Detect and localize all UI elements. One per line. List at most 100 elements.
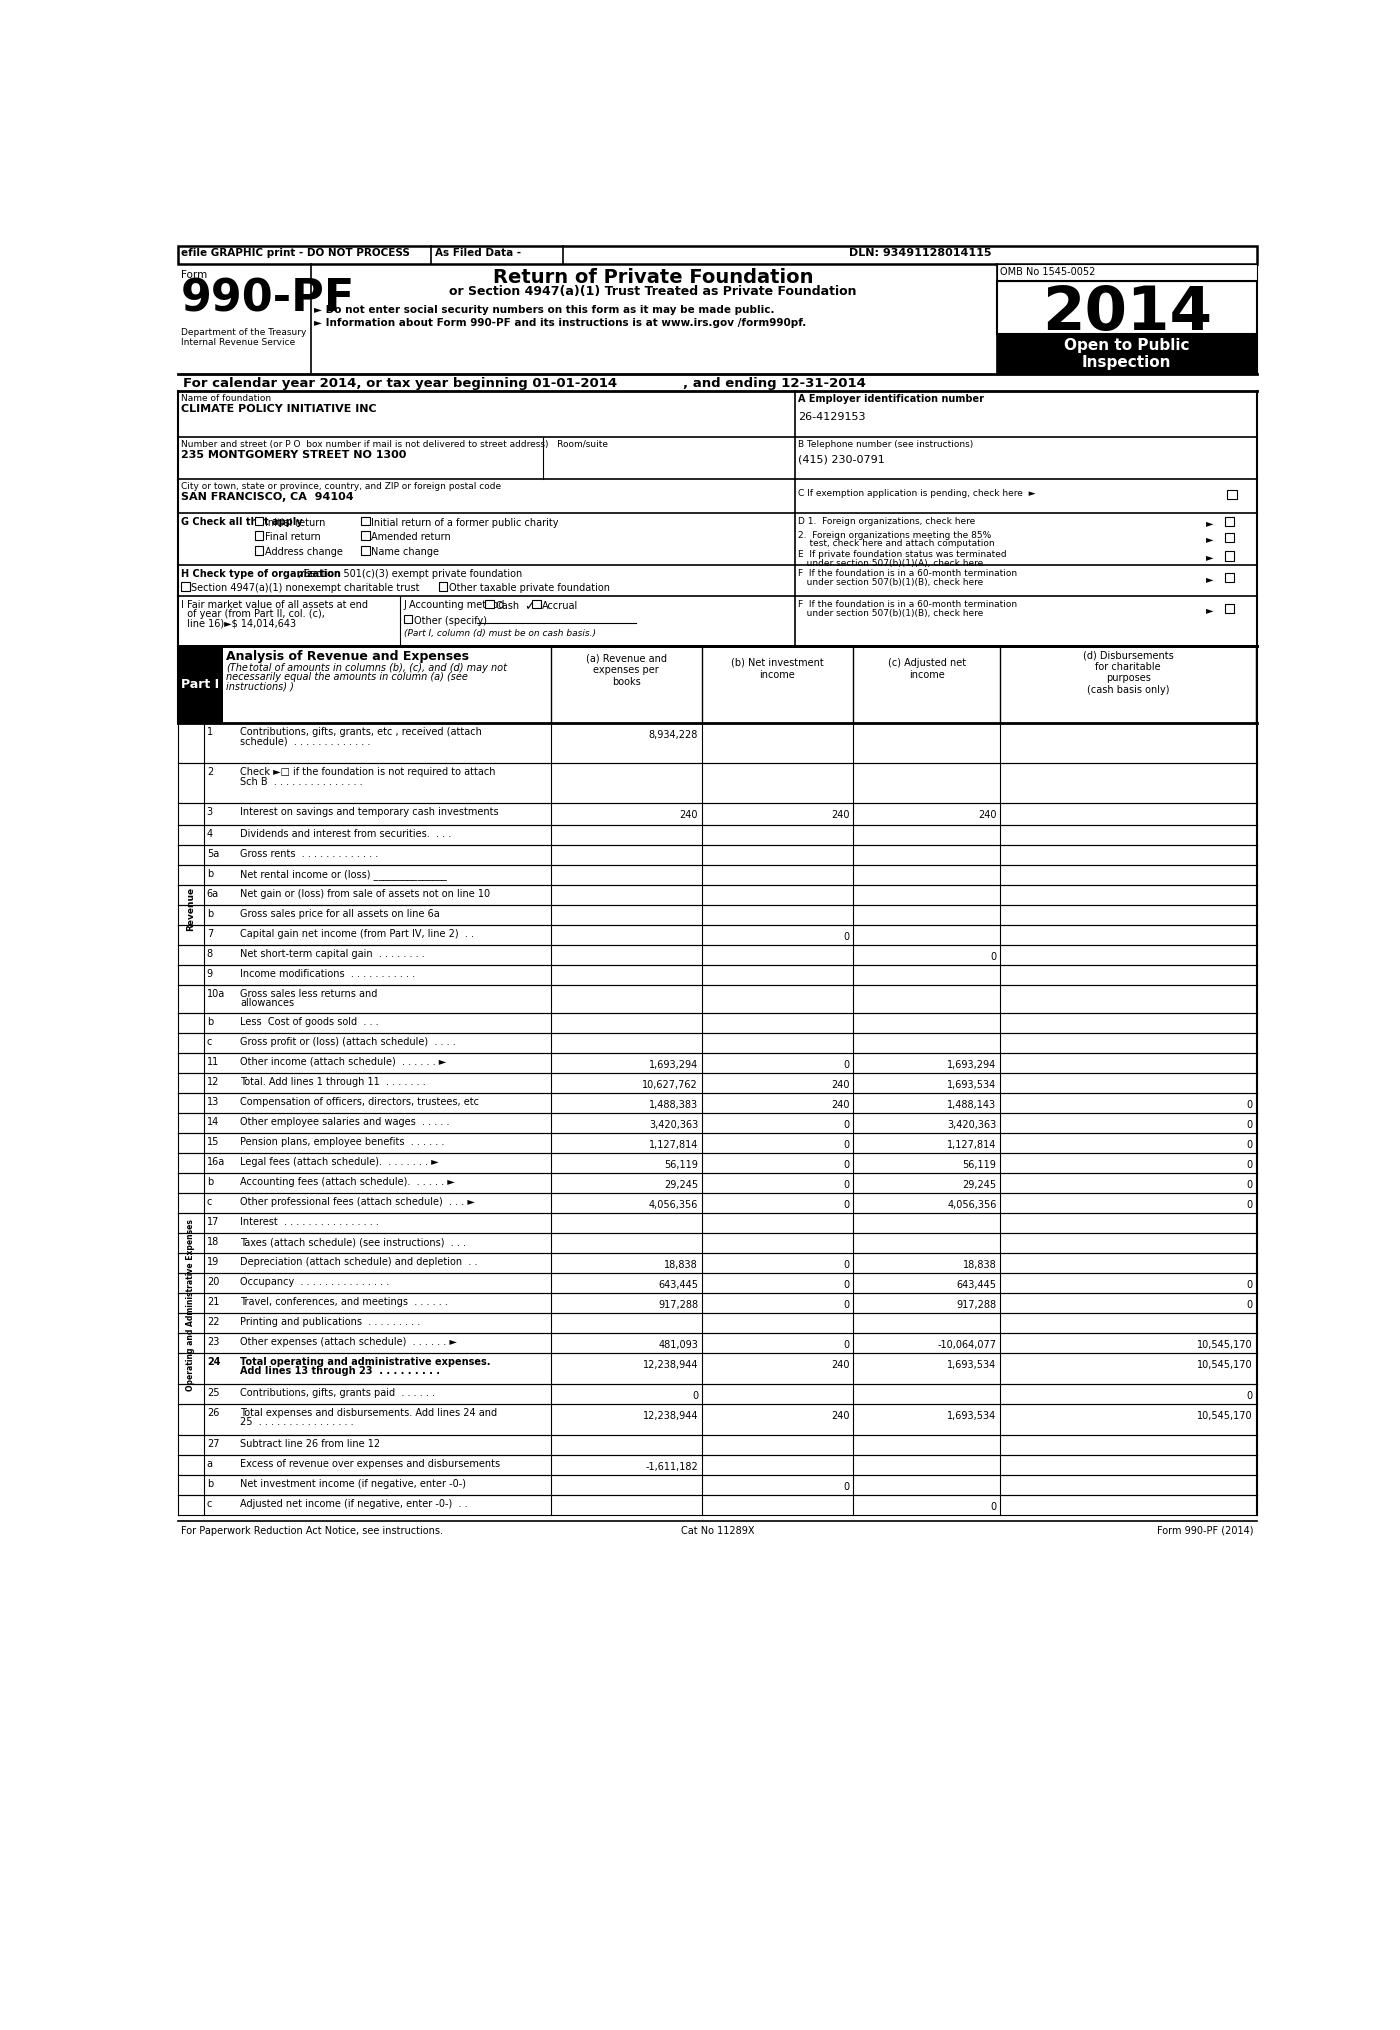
Text: 3: 3 [207,808,213,816]
Text: under section 507(b)(1)(B), check here: under section 507(b)(1)(B), check here [798,579,983,587]
Text: instructions) ): instructions) ) [227,680,294,690]
Text: 14: 14 [207,1116,218,1127]
Text: DLN: 93491128014115: DLN: 93491128014115 [850,248,991,258]
Text: (b) Net investment
income: (b) Net investment income [731,658,823,680]
Text: a: a [207,1458,213,1468]
Bar [997,282,1257,335]
Text: 0: 0 [990,1500,997,1510]
Bar [1228,491,1236,499]
Text: CLIMATE POLICY INITIATIVE INC: CLIMATE POLICY INITIATIVE INC [181,404,377,414]
Bar [178,648,223,725]
Text: of year (from Part II, col. (c),: of year (from Part II, col. (c), [181,609,325,619]
Text: F  If the foundation is in a 60-month termination: F If the foundation is in a 60-month ter… [798,568,1018,579]
Bar [1225,605,1235,613]
Text: Revenue: Revenue [186,887,195,930]
Text: c: c [207,1196,213,1206]
Text: 22: 22 [207,1315,220,1326]
Text: H Check type of organization: H Check type of organization [181,568,342,579]
Text: 240: 240 [830,1100,850,1110]
Text: 1,693,294: 1,693,294 [648,1060,699,1070]
Text: 1,488,383: 1,488,383 [650,1100,699,1110]
Text: allowances: allowances [241,999,294,1007]
Text: 25  . . . . . . . . . . . . . . . .: 25 . . . . . . . . . . . . . . . . [241,1417,354,1427]
Text: G Check all that apply: G Check all that apply [181,518,302,528]
Text: 240: 240 [830,810,850,820]
Text: (The: (The [227,662,248,672]
Text: J Accounting method: J Accounting method [403,601,505,609]
Text: C If exemption application is pending, check here  ►: C If exemption application is pending, c… [798,489,1036,497]
Text: Total. Add lines 1 through 11  . . . . . . .: Total. Add lines 1 through 11 . . . . . … [241,1076,426,1086]
Text: 19: 19 [207,1257,218,1267]
Text: 16a: 16a [207,1157,225,1167]
Text: 11: 11 [207,1056,218,1066]
Text: 12,238,944: 12,238,944 [643,1411,699,1421]
Text: 15: 15 [207,1137,220,1147]
Text: b: b [207,869,213,879]
Bar [438,583,447,591]
Text: c: c [207,1498,213,1508]
Text: 10,545,170: 10,545,170 [1197,1360,1252,1370]
Bar [484,601,494,609]
Text: 0: 0 [843,1060,850,1070]
Text: Gross sales less returns and: Gross sales less returns and [241,989,378,999]
Text: Less  Cost of goods sold  . . .: Less Cost of goods sold . . . [241,1017,379,1027]
Text: 1,693,534: 1,693,534 [948,1360,997,1370]
Text: Analysis of Revenue and Expenses: Analysis of Revenue and Expenses [227,650,469,664]
Text: ► Information about Form 990-PF and its instructions is at www.irs.gov /form990p: ► Information about Form 990-PF and its … [315,317,806,327]
Text: Part I: Part I [181,678,218,690]
Text: Form: Form [181,270,207,280]
Text: 0: 0 [843,1139,850,1149]
Text: 0: 0 [1246,1119,1252,1129]
Text: Compensation of officers, directors, trustees, etc: Compensation of officers, directors, tru… [241,1096,479,1106]
Text: 25: 25 [207,1386,220,1397]
Text: -1,611,182: -1,611,182 [645,1462,699,1472]
Text: Income modifications  . . . . . . . . . . .: Income modifications . . . . . . . . . .… [241,968,416,978]
Text: -10,064,077: -10,064,077 [938,1340,997,1350]
Text: 240: 240 [830,1411,850,1421]
Text: 990-PF: 990-PF [181,278,356,321]
Text: 56,119: 56,119 [664,1159,699,1169]
Bar [361,518,370,526]
Text: Cat No 11289X: Cat No 11289X [680,1525,755,1535]
Text: SAN FRANCISCO, CA  94104: SAN FRANCISCO, CA 94104 [181,491,354,501]
Text: 1,693,294: 1,693,294 [948,1060,997,1070]
Text: Accrual: Accrual [542,601,578,611]
Text: 1,693,534: 1,693,534 [948,1080,997,1090]
Text: 13: 13 [207,1096,218,1106]
Bar [1225,574,1235,583]
Text: 0: 0 [1246,1100,1252,1110]
Text: 643,445: 643,445 [658,1279,699,1289]
Text: c: c [207,1035,213,1045]
Text: 0: 0 [843,1119,850,1129]
Text: Return of Private Foundation: Return of Private Foundation [493,268,813,286]
Text: 4,056,356: 4,056,356 [648,1200,699,1210]
Text: 0: 0 [1246,1200,1252,1210]
Text: Other income (attach schedule)  . . . . . . ►: Other income (attach schedule) . . . . .… [241,1056,447,1066]
Text: Department of the Treasury: Department of the Treasury [181,329,307,337]
Text: ►: ► [1205,605,1214,615]
Bar [1225,534,1235,542]
Text: Net rental income or (loss) _______________: Net rental income or (loss) ____________… [241,869,447,879]
Text: For Paperwork Reduction Act Notice, see instructions.: For Paperwork Reduction Act Notice, see … [181,1525,444,1535]
Text: test, check here and attach computation: test, check here and attach computation [798,540,995,548]
Text: 0: 0 [1246,1279,1252,1289]
Text: 0: 0 [692,1391,699,1401]
Text: 2.  Foreign organizations meeting the 85%: 2. Foreign organizations meeting the 85% [798,530,991,540]
Text: ✓: ✓ [524,601,535,613]
Text: Contributions, gifts, grants, etc , received (attach: Contributions, gifts, grants, etc , rece… [241,727,482,737]
Text: 10,545,170: 10,545,170 [1197,1340,1252,1350]
Text: OMB No 1545-0052: OMB No 1545-0052 [1000,266,1095,276]
Text: Initial return: Initial return [265,518,325,528]
Text: necessarily equal the amounts in column (a) (see: necessarily equal the amounts in column … [227,672,468,682]
Text: Net gain or (loss) from sale of assets not on line 10: Net gain or (loss) from sale of assets n… [241,889,490,899]
Text: (a) Revenue and
expenses per
books: (a) Revenue and expenses per books [585,654,666,686]
Text: Initial return of a former public charity: Initial return of a former public charit… [371,518,559,528]
Text: 0: 0 [843,932,850,942]
Text: Number and street (or P O  box number if mail is not delivered to street address: Number and street (or P O box number if … [181,441,608,449]
Text: under section 507(b)(1)(A), check here: under section 507(b)(1)(A), check here [798,558,983,566]
Text: , and ending 12-31-2014: , and ending 12-31-2014 [683,378,865,390]
Text: b: b [207,1478,213,1488]
Text: Gross rents  . . . . . . . . . . . . .: Gross rents . . . . . . . . . . . . . [241,849,378,859]
Text: b: b [207,1175,213,1186]
Text: Dividends and interest from securities.  . . .: Dividends and interest from securities. … [241,828,451,838]
